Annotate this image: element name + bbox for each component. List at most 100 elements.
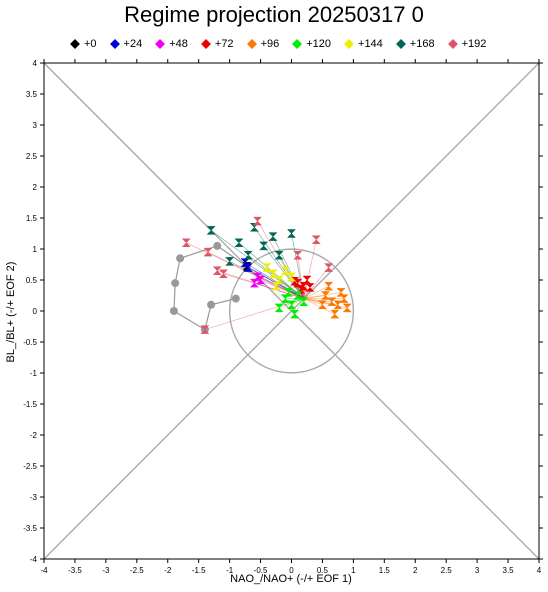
member-link: [303, 298, 332, 302]
data-point-plus192: [181, 238, 191, 248]
data-point-plus168: [274, 250, 284, 260]
y-tick-label: 3: [33, 121, 38, 130]
y-tick-label: -4: [30, 555, 38, 564]
data-point-plus120: [274, 303, 284, 313]
legend-label: +192: [461, 38, 487, 50]
y-axis-label: BL_/BL+ (-/+ EOF 2): [5, 262, 17, 363]
legend-label: +0: [84, 38, 97, 50]
data-point-plus96: [330, 309, 340, 319]
x-tick-label: 2: [413, 566, 418, 575]
y-tick-label: -3.5: [23, 524, 37, 533]
data-point-plus192: [252, 216, 263, 226]
data-point-plus144: [271, 281, 281, 291]
data-point-plus24: [243, 263, 253, 272]
data-point-plus168: [243, 250, 253, 260]
member-link: [303, 267, 329, 299]
legend-label: +24: [123, 38, 143, 50]
data-point-plus120: [286, 300, 297, 310]
y-tick-label: -3: [30, 493, 38, 502]
mean-track-point: [171, 279, 180, 288]
legend-item: +48: [155, 37, 188, 51]
data-point-plus96: [327, 297, 337, 306]
member-link: [303, 285, 329, 299]
legend-label: +168: [409, 38, 435, 50]
data-point-plus72: [302, 275, 312, 285]
legend-label: +96: [260, 38, 280, 50]
y-tick-label: -0.5: [23, 338, 37, 347]
legend-item: +120: [292, 37, 331, 51]
x-tick-label: 3.5: [503, 566, 515, 575]
mean-track-point: [169, 307, 178, 315]
member-link: [244, 262, 305, 299]
y-tick-label: 2: [33, 183, 38, 192]
data-point-plus168: [225, 257, 235, 266]
mean-track-point: [207, 300, 216, 309]
x-tick-label: 1.5: [379, 566, 391, 575]
data-point-plus120: [299, 297, 309, 306]
data-point-plus48: [255, 275, 266, 285]
member-link: [210, 230, 305, 299]
x-tick-label: -3.5: [68, 566, 82, 575]
data-point-plus192: [293, 250, 303, 260]
data-point-plus96: [339, 294, 349, 303]
x-tick-label: -2: [164, 566, 172, 575]
mean-track-point: [213, 241, 222, 250]
x-tick-label: -3: [102, 566, 110, 575]
y-tick-label: 0.5: [26, 276, 38, 285]
member-link: [303, 298, 335, 315]
data-point-plus96: [317, 300, 328, 310]
data-point-plus72: [305, 283, 315, 292]
data-point-plus192: [200, 325, 210, 334]
y-tick-label: 3.5: [26, 90, 38, 99]
legend-item: +24: [109, 37, 143, 51]
y-tick-label: 1.5: [26, 214, 38, 223]
mean-track-line: [173, 245, 248, 331]
data-point-plus168: [234, 238, 244, 248]
data-points: [181, 216, 352, 334]
legend-label: +72: [214, 38, 234, 50]
y-tick-label: 2.5: [26, 152, 38, 161]
legend-label: +144: [358, 38, 383, 50]
x-tick-label: -0.5: [254, 566, 268, 575]
y-tick-label: -1: [30, 369, 38, 378]
y-tick-label: 0: [33, 307, 38, 316]
data-point-plus192: [311, 235, 321, 244]
y-tick-label: -1.5: [23, 400, 37, 409]
y-tick-label: 4: [33, 59, 38, 68]
data-point-plus96: [342, 303, 352, 313]
mean-track-point: [231, 294, 240, 303]
data-point-plus168: [206, 226, 216, 235]
y-tick-label: -2: [30, 431, 38, 440]
chart-legend: +0 +24 +48 +72 +96 +120 +144 +168 +192: [70, 37, 530, 51]
member-link: [303, 292, 342, 299]
axes: -4 -3.5 -3 -2.5 -2 -1.5 -1 -0.5 0 0.5 1 1.5 2 2.5 3 3.5…: [23, 59, 543, 575]
x-tick-label: 3: [475, 566, 480, 575]
legend-item: +96: [246, 37, 280, 51]
data-point-plus120: [283, 288, 294, 297]
member-link: [204, 298, 304, 330]
unit-circle: [228, 248, 355, 374]
data-point-plus168: [259, 241, 269, 251]
legend-item: +168: [395, 37, 435, 51]
x-tick-label: 0.5: [317, 566, 329, 575]
data-point-plus192: [324, 263, 334, 272]
chart-title: Regime projection 20250317 0: [124, 2, 424, 27]
y-tick-label: 1: [33, 245, 38, 254]
data-point-plus192: [203, 247, 213, 257]
legend-label: +120: [306, 38, 332, 50]
data-point-plus96: [324, 281, 334, 291]
data-point-plus48: [249, 278, 259, 288]
x-tick-label: 2.5: [441, 566, 453, 575]
member-link: [303, 298, 323, 306]
mean-track-point: [176, 254, 185, 263]
x-tick-label: -1.5: [192, 566, 206, 575]
x-tick-label: 4: [537, 566, 542, 575]
legend-item: +144: [344, 37, 383, 51]
y-tick-label: -2.5: [23, 462, 37, 471]
legend-item: +72: [200, 37, 234, 51]
data-point-plus144: [286, 272, 297, 282]
data-point-plus168: [286, 229, 297, 238]
x-tick-label: -2.5: [130, 566, 144, 575]
legend-item: +0: [70, 37, 97, 51]
x-tick-label: 0: [289, 566, 294, 575]
